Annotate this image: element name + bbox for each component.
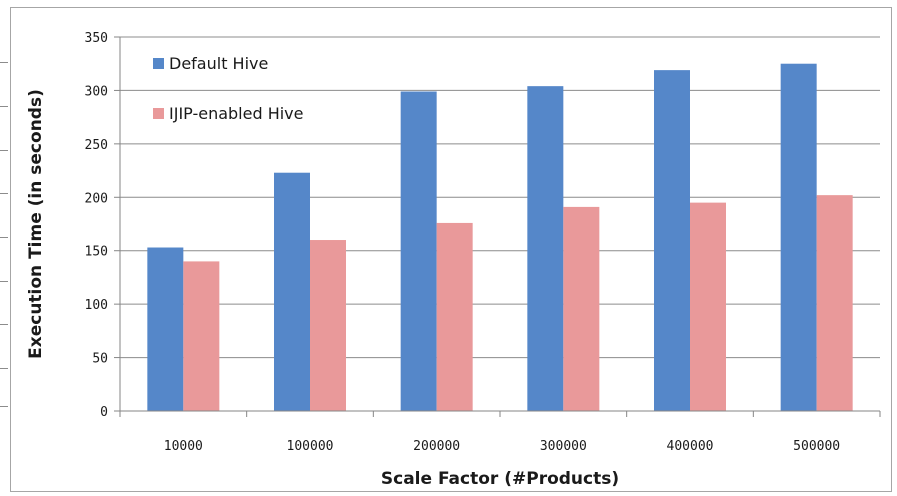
legend-label: Default Hive	[169, 54, 268, 73]
edge-tick	[0, 62, 8, 63]
axes	[119, 37, 880, 412]
bar-default-hive	[147, 247, 184, 411]
bar-ijip-enabled-hive	[183, 261, 220, 411]
bar-default-hive	[780, 63, 817, 411]
y-tick-label: 50	[92, 352, 108, 367]
bar-default-hive	[400, 91, 437, 412]
legend-swatch	[153, 58, 164, 69]
y-tick-label: 100	[85, 298, 108, 313]
x-tick-label: 200000	[413, 439, 460, 454]
y-tick-label: 0	[100, 405, 108, 420]
bar-default-hive	[654, 70, 690, 411]
tick-labels: 0 50 100 150 200 250 300 350 10000 100000 200000 30…	[85, 31, 881, 454]
left-edge-strip	[0, 0, 10, 496]
edge-tick	[0, 324, 8, 325]
x-tick-label: 500000	[793, 439, 840, 454]
bar-ijip-enabled-hive	[436, 222, 473, 411]
bar-ijip-enabled-hive	[690, 202, 726, 411]
bar-ijip-enabled-hive	[816, 195, 853, 411]
y-tick-label: 150	[85, 245, 108, 260]
bars	[147, 63, 853, 412]
bar-default-hive	[274, 172, 310, 411]
bar-ijip-enabled-hive	[310, 240, 346, 411]
gridlines	[120, 36, 880, 359]
y-axis-title: Execution Time (in seconds)	[26, 89, 46, 359]
y-tick-label: 250	[85, 138, 108, 153]
y-tick-label: 300	[85, 84, 108, 99]
bar-default-hive	[527, 86, 564, 411]
x-tick-label: 10000	[164, 439, 203, 454]
edge-tick	[0, 237, 8, 238]
x-tick-label: 300000	[540, 439, 587, 454]
x-axis-title: Scale Factor (#Products)	[381, 469, 619, 489]
x-tick-label: 100000	[287, 439, 334, 454]
bar-ijip-enabled-hive	[563, 206, 600, 411]
y-tick-label: 350	[85, 31, 108, 46]
edge-tick	[0, 193, 8, 194]
y-tick-label: 200	[85, 191, 108, 206]
edge-tick	[0, 406, 8, 407]
edge-tick	[0, 281, 8, 282]
legend-label: IJIP-enabled Hive	[169, 104, 304, 123]
edge-tick	[0, 368, 8, 369]
edge-tick	[0, 150, 8, 151]
legend: Default Hive IJIP-enabled Hive	[153, 54, 304, 123]
edge-tick	[0, 106, 8, 107]
x-tick-label: 400000	[667, 439, 714, 454]
legend-swatch	[153, 108, 164, 119]
